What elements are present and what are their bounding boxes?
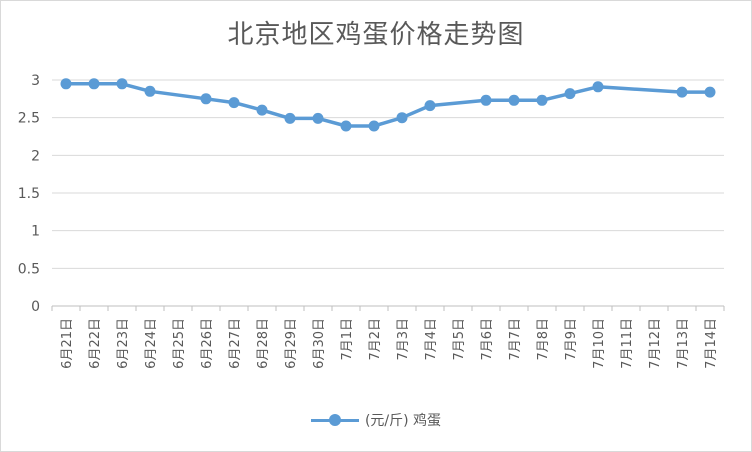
series-line <box>64 82 712 128</box>
x-tick-label: 7月5日 <box>452 318 467 361</box>
y-tick-label: 2.5 <box>18 111 40 127</box>
data-point <box>60 78 72 90</box>
data-point <box>480 94 492 106</box>
data-point <box>144 85 156 97</box>
x-tick-label: 6月24日 <box>144 318 159 369</box>
y-tick-label: 1.5 <box>18 186 40 202</box>
x-tick-label: 6月21日 <box>60 318 75 369</box>
x-tick-label: 6月30日 <box>312 318 327 369</box>
x-tick-label: 6月22日 <box>88 318 103 369</box>
x-tick-label: 7月13日 <box>676 318 691 369</box>
x-tick-label: 7月3日 <box>396 318 411 361</box>
x-tick-label: 6月28日 <box>256 318 271 369</box>
data-point <box>340 120 352 132</box>
x-tick-label: 7月10日 <box>592 318 607 369</box>
data-point <box>592 81 604 93</box>
data-point <box>564 88 576 100</box>
y-tick-label: 1 <box>31 224 40 240</box>
x-tick-label: 6月27日 <box>228 318 243 369</box>
legend-label: (元/斤) 鸡蛋 <box>364 413 442 429</box>
data-point <box>424 100 436 112</box>
x-tick-labels: 6月21日 6月22日 6月23日 6月24日 6月25日 6月26日 6月27日 6月28日… <box>60 318 719 369</box>
data-point <box>284 112 296 124</box>
data-point <box>396 112 408 124</box>
chart-title: 北京地区鸡蛋价格走势图 <box>227 20 525 50</box>
x-tick-label: 7月11日 <box>620 318 635 369</box>
data-point <box>88 78 100 90</box>
y-tick-labels: 0 0.5 1 1.5 2 2.5 3 <box>18 73 40 315</box>
x-tick-label: 7月8日 <box>536 318 551 361</box>
x-tick-label: 6月29日 <box>284 318 299 369</box>
axes <box>51 305 725 311</box>
x-tick-label: 7月7日 <box>508 318 523 361</box>
data-point <box>676 86 688 98</box>
y-tick-label: 0.5 <box>18 261 40 277</box>
x-tick-label: 7月4日 <box>424 318 439 361</box>
x-tick-label: 7月1日 <box>340 318 355 361</box>
y-tick-label: 2 <box>31 148 40 164</box>
y-tick-label: 3 <box>31 73 40 89</box>
data-point <box>228 97 240 109</box>
legend-swatch-icon <box>310 413 359 427</box>
data-point <box>536 94 548 106</box>
x-tick-label: 7月2日 <box>368 318 383 361</box>
data-point <box>368 120 380 132</box>
gridlines <box>52 79 724 269</box>
x-tick-label: 6月25日 <box>172 318 187 369</box>
x-tick-label: 7月9日 <box>564 318 579 361</box>
data-point <box>256 104 268 116</box>
series-layer <box>60 78 716 132</box>
x-tick-label: 6月23日 <box>116 318 131 369</box>
x-tick-label: 7月6日 <box>480 318 495 361</box>
data-point <box>704 86 716 98</box>
data-point <box>508 94 520 106</box>
y-tick-label: 0 <box>31 299 40 315</box>
legend: (元/斤) 鸡蛋 <box>0 410 752 430</box>
x-tick-label: 6月26日 <box>200 318 215 369</box>
data-point <box>312 112 324 124</box>
x-tick-label: 7月14日 <box>704 318 719 369</box>
x-tick-label: 7月12日 <box>648 318 663 369</box>
data-point <box>200 93 212 105</box>
data-point <box>116 78 128 90</box>
